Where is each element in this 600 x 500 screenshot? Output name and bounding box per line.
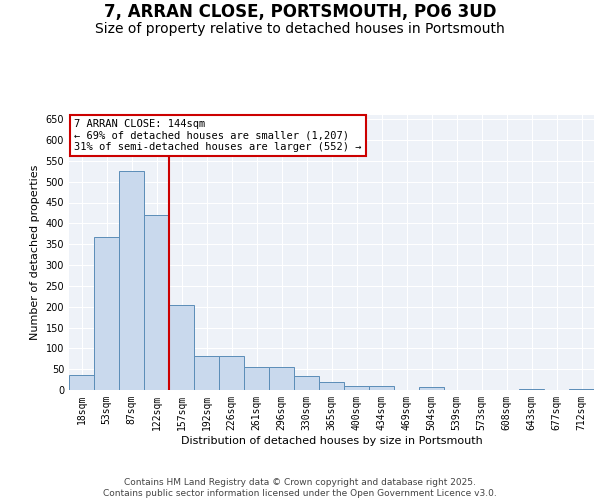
Bar	[419, 386, 444, 390]
Bar	[169, 304, 194, 390]
Bar	[519, 389, 544, 390]
Bar	[69, 376, 94, 390]
Bar	[244, 367, 269, 390]
Bar	[219, 356, 244, 390]
Text: Contains HM Land Registry data © Crown copyright and database right 2025.
Contai: Contains HM Land Registry data © Crown c…	[103, 478, 497, 498]
Bar	[144, 215, 169, 390]
Bar	[569, 389, 594, 390]
Bar	[319, 382, 344, 390]
Bar	[294, 376, 319, 390]
Text: Size of property relative to detached houses in Portsmouth: Size of property relative to detached ho…	[95, 22, 505, 36]
Bar	[194, 356, 219, 390]
Bar	[369, 386, 394, 390]
Bar	[119, 171, 144, 390]
Bar	[269, 367, 294, 390]
X-axis label: Distribution of detached houses by size in Portsmouth: Distribution of detached houses by size …	[181, 436, 482, 446]
Y-axis label: Number of detached properties: Number of detached properties	[30, 165, 40, 340]
Text: 7, ARRAN CLOSE, PORTSMOUTH, PO6 3UD: 7, ARRAN CLOSE, PORTSMOUTH, PO6 3UD	[104, 2, 496, 21]
Bar	[94, 237, 119, 390]
Text: 7 ARRAN CLOSE: 144sqm
← 69% of detached houses are smaller (1,207)
31% of semi-d: 7 ARRAN CLOSE: 144sqm ← 69% of detached …	[74, 119, 362, 152]
Bar	[344, 386, 369, 390]
